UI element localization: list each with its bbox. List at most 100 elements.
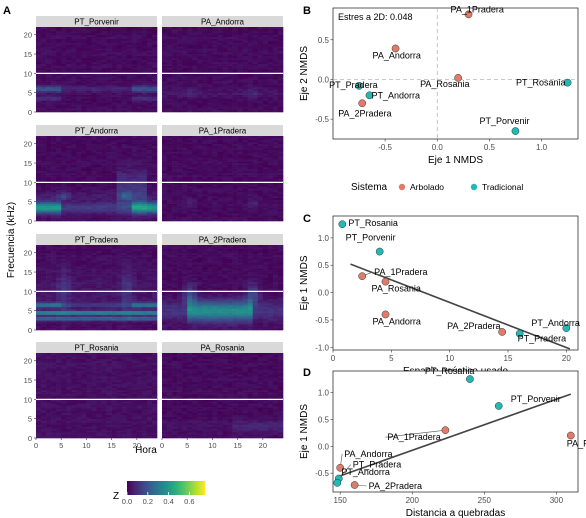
colorbar-tick-label: 0.0 [122, 497, 132, 506]
x-tick-label: 250 [478, 496, 492, 505]
point-pt-andorra [562, 324, 571, 332]
heatmap-legend-title: Z [113, 491, 119, 502]
heatmap-x-axis-label: Hora [135, 445, 157, 456]
point-label: PA_2Pradera [338, 108, 391, 118]
facet-strip [162, 234, 283, 245]
facet-title: PA_Andorra [201, 18, 245, 27]
x-tick-label: 15 [107, 441, 115, 450]
y-tick-label: -0.5 [315, 316, 329, 325]
facet-title: PT_Porvenir [74, 18, 119, 27]
heatmap-facet-pt-rosania: PT_Rosania 0 5 10 15 20 0 5 10 15 20 [24, 342, 158, 450]
y-tick-label: 0.0 [318, 289, 330, 298]
colorbar-tick-label: 0.6 [184, 497, 194, 506]
point-pt-andorra [333, 479, 342, 487]
facet-strip [162, 125, 283, 136]
y-tick-label: -0.5 [315, 115, 329, 124]
y-axis-label: Eje 2 NMDS [299, 46, 310, 101]
x-tick-label: -0.5 [378, 143, 392, 152]
point-pa-2pradera [358, 99, 367, 108]
legend-key-tradicional [470, 183, 478, 191]
x-tick-label: 20 [259, 441, 267, 450]
point-label: PA_2Pradera [369, 481, 422, 491]
y-tick-label: 20 [24, 31, 32, 40]
y-tick-label: 10 [24, 69, 32, 78]
facet-strip [162, 342, 283, 353]
y-tick-label: 10 [24, 178, 32, 187]
y-tick-label: 5 [28, 198, 32, 207]
point-pt-rosania [563, 78, 572, 87]
x-tick-label: 5 [389, 354, 394, 363]
y-tick-label: 0 [28, 326, 32, 335]
colorbar-tick-label: 0.4 [163, 497, 173, 506]
point-label: PA_Andorra [344, 449, 392, 459]
plot-area [332, 7, 579, 140]
x-tick-label: 0 [34, 441, 38, 450]
heatmap-facet-pa-rosania: PA_Rosania 0 5 10 15 20 [160, 342, 284, 450]
y-tick-label: 0 [28, 434, 32, 443]
colorbar-tick-label: 0.2 [143, 497, 153, 506]
heatmap-facet-pt-porvenir: PT_Porvenir 0 5 10 15 20 [24, 16, 158, 117]
point-label: PA_1Pradera [374, 267, 427, 277]
x-tick-label: 300 [550, 496, 564, 505]
legend-title: Sistema [351, 182, 388, 193]
x-tick-label: 10 [208, 441, 216, 450]
point-pa-1pradera [441, 426, 450, 435]
x-tick-label: 5 [185, 441, 189, 450]
y-tick-label: 0.0 [318, 442, 330, 451]
point-pa-2pradera [498, 328, 507, 336]
point-label: PT_Andorra [371, 90, 420, 100]
point-label: PT_Rosania [425, 366, 475, 376]
heatmap-y-axis-label: Frecuencia (kHz) [6, 202, 17, 278]
plot-area [332, 215, 579, 351]
plot-area [332, 370, 579, 493]
y-tick-label: 5 [28, 89, 32, 98]
x-tick-label: 150 [334, 496, 348, 505]
y-axis-label: Eje 1 NMDS [299, 255, 310, 310]
facet-strip [36, 342, 157, 353]
point-pa-2pradera [350, 481, 359, 489]
point-pa-andorra [336, 463, 345, 472]
x-tick-label: 15 [504, 354, 513, 363]
y-tick-label: 0 [28, 108, 32, 117]
x-tick-label: 20 [133, 441, 141, 450]
y-tick-label: 10 [24, 287, 32, 296]
x-tick-label: 200 [406, 496, 420, 505]
x-tick-label: 20 [562, 354, 571, 363]
point-pt-porvenir [494, 402, 503, 410]
y-tick-label: 5 [28, 415, 32, 424]
point-label: PA_Rosania [567, 439, 586, 449]
point-label: PT_Andorra [341, 467, 390, 477]
legend-entry: Tradicional [482, 182, 523, 192]
x-tick-label: 5 [59, 441, 63, 450]
facet-title: PT_Rosania [74, 344, 119, 353]
point-pa-1pradera [358, 272, 367, 281]
label-leader [385, 429, 446, 438]
panel-label-b: B [303, 5, 311, 17]
point-pa-rosania [381, 277, 390, 286]
point-pa-rosania [566, 431, 575, 440]
point-label: PA_2Pradera [447, 321, 500, 331]
heatmap-facet-pa-2pradera: PA_2Pradera [162, 234, 284, 331]
point-label: PT_Rosania [348, 218, 398, 228]
facet-title: PT_Andorra [75, 127, 119, 136]
point-pa-andorra [391, 44, 400, 53]
x-tick-label: 15 [233, 441, 241, 450]
point-label: PT_Pradera [329, 80, 378, 90]
y-tick-label: 20 [24, 357, 32, 366]
point-label: PT_Pradera [353, 460, 402, 470]
y-tick-label: 1.0 [318, 234, 330, 243]
point-label: PT_Rosania [516, 78, 566, 88]
facet-title: PT_Pradera [75, 236, 119, 245]
heatmap-color-legend: Z 0.0 0.2 0.4 0.6 [113, 481, 205, 506]
legend-entry: Arbolado [410, 182, 444, 192]
y-tick-label: 0 [28, 217, 32, 226]
point-pt-rosania [466, 375, 474, 383]
y-tick-label: 15 [24, 159, 32, 168]
heatmap-facet-pa-1pradera: PA_1Pradera [162, 125, 284, 222]
y-tick-label: 20 [24, 249, 32, 258]
point-label: PA_1Pradera [387, 432, 440, 442]
x-tick-label: 0.0 [432, 143, 444, 152]
facet-strip [36, 16, 157, 27]
